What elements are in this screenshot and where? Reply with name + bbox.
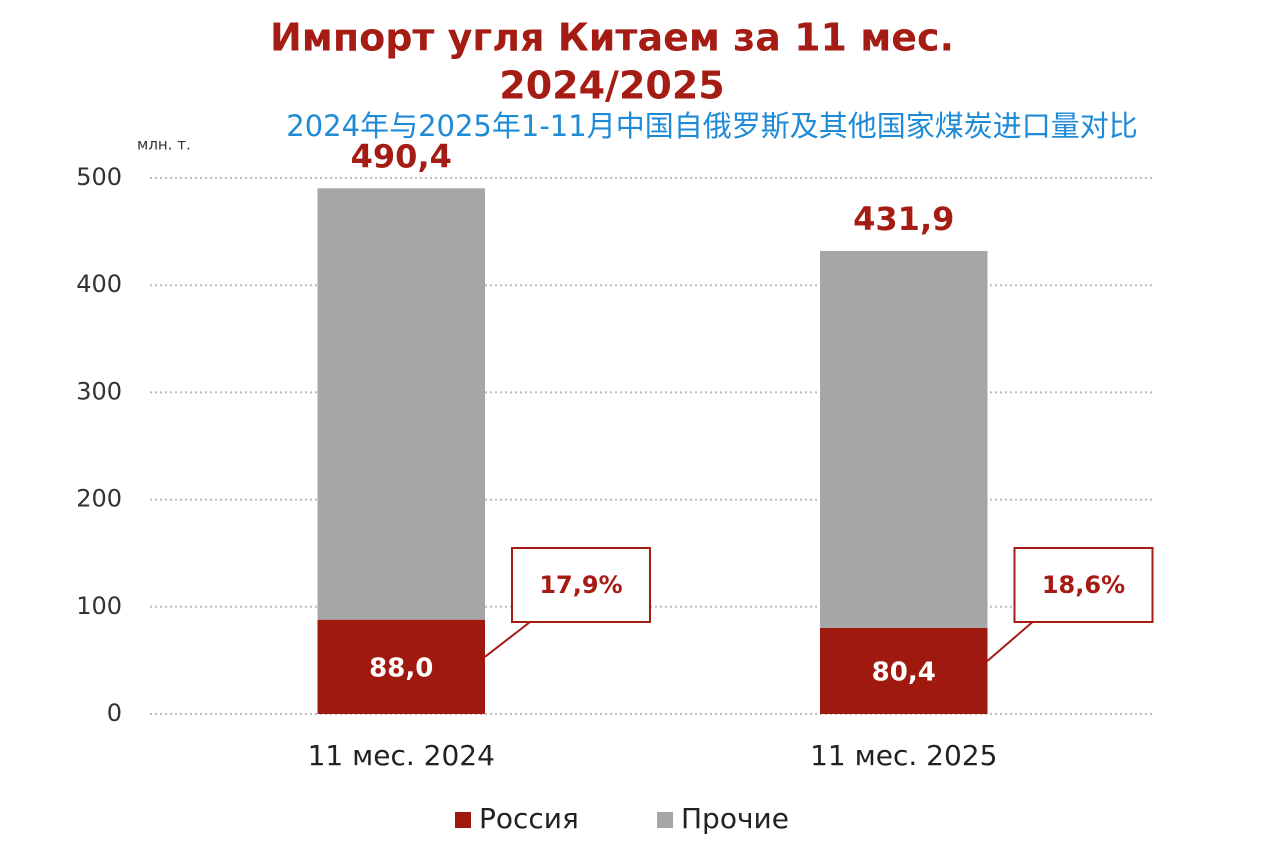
chart-title: Импорт угля Китаем за 11 мес. [270,16,954,60]
total-label: 431,9 [853,200,954,238]
callout-box [511,547,651,623]
legend-label: Прочие [681,802,789,835]
callout-line [484,621,531,658]
chart-title: 2024/2025 [499,64,724,108]
total-label: 490,4 [351,137,452,175]
chart-subtitle: 2024年与2025年1-11月中国自俄罗斯及其他国家煤炭进口量对比 [286,109,1137,143]
callout-line [986,621,1034,662]
y-tick-label: 0 [107,699,122,727]
legend-swatch [657,812,673,828]
y-tick-label: 100 [76,592,122,620]
bar-segment [820,627,988,714]
legend-label: Россия [479,802,579,835]
value-label: 80,4 [872,657,936,687]
y-tick-label: 300 [76,377,122,405]
share-label: 18,6% [1042,571,1125,599]
bar-segment [317,619,485,714]
y-tick-label: 200 [76,485,122,513]
bar-segment [317,188,485,620]
y-tick-label: 500 [76,163,122,191]
y-axis-label: млн. т. [137,136,191,154]
x-tick-label: 11 мес. 2025 [810,739,997,772]
y-tick-label: 400 [76,270,122,298]
share-label: 17,9% [539,571,622,599]
value-label: 88,0 [369,653,433,683]
bar-segment [820,251,988,628]
x-tick-label: 11 мес. 2024 [308,739,495,772]
legend-swatch [455,812,471,828]
callout-box [1013,547,1154,623]
